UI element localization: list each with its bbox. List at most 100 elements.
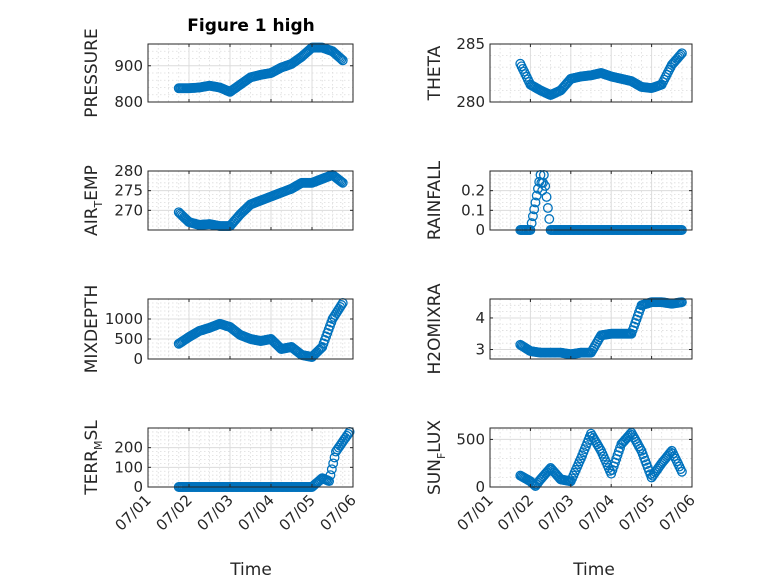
y-axis-label: SUNFLUX [425, 420, 448, 495]
data-point [324, 476, 335, 487]
data-point [328, 458, 339, 469]
data-point [325, 470, 336, 481]
y-tick-label: 285 [456, 35, 485, 53]
y-tick-label: 4 [475, 309, 485, 327]
axes-box [147, 43, 354, 103]
y-tick-label: 100 [114, 458, 143, 476]
y-tick-label: 0 [133, 478, 143, 496]
subplot-6: 3 4 H2OMIXRA [425, 283, 693, 375]
data-point [527, 211, 538, 222]
data-point [538, 177, 548, 188]
data-point [676, 48, 687, 59]
data-point [676, 466, 687, 477]
y-tick-label: 0.1 [461, 201, 485, 219]
y-axis-label-main: AIR [82, 207, 102, 236]
data-point [594, 443, 605, 454]
y-axis-label-main: SUN [425, 459, 445, 495]
y-axis-label: PRESSURE [82, 28, 102, 117]
y-tick-label: 3 [475, 341, 485, 359]
data-point [316, 343, 326, 354]
data-point [526, 218, 537, 229]
data-point [336, 300, 347, 310]
data-point [635, 443, 646, 454]
y-tick-label: 900 [114, 57, 143, 75]
y-axis-label: H2OMIXRA [425, 283, 445, 374]
y-tick-label: 200 [114, 439, 143, 457]
y-tick-label: 270 [114, 201, 143, 219]
y-tick-label: 500 [456, 430, 485, 448]
y-tick-label: 500 [114, 330, 143, 348]
x-tick-label: 07/06 [656, 491, 699, 534]
x-tick-label: 07/04 [235, 491, 278, 534]
x-tick-label: 07/01 [454, 491, 497, 534]
y-tick-label: 800 [114, 93, 143, 111]
data-point [675, 49, 686, 60]
data-point [336, 54, 347, 65]
x-tick-label: 07/01 [112, 491, 155, 534]
x-tick-label: 07/04 [575, 491, 618, 534]
axes-box [147, 298, 354, 360]
y-axis-label-rest: EMP [82, 165, 102, 201]
data-point [542, 203, 553, 213]
y-axis-label-subscript: T [92, 200, 105, 208]
data-point [541, 192, 552, 202]
y-axis-label-main: TERR [82, 450, 102, 496]
x-axis-label-left: Time [229, 560, 272, 580]
x-tick-label: 07/03 [534, 491, 577, 534]
axes-box [147, 427, 354, 488]
y-axis-label: RAINFALL [425, 160, 445, 240]
y-tick-label: 280 [114, 162, 143, 180]
y-axis-label: THETA [425, 45, 445, 101]
data-point [529, 204, 540, 215]
data-point [664, 448, 675, 459]
x-tick-label: 07/06 [317, 491, 360, 534]
data-point [544, 214, 555, 224]
data-point [335, 53, 346, 63]
subplot-4: 0 0.10.2 RAINFALL [425, 160, 693, 240]
y-tick-label: 0.2 [461, 182, 485, 200]
y-axis-label: TERRMSL [82, 420, 105, 496]
data-point [674, 51, 685, 62]
data-point [337, 177, 348, 188]
x-tick-label: 07/05 [276, 491, 319, 534]
y-tick-label: 0 [475, 478, 485, 496]
axes-box [489, 427, 693, 488]
data-point [527, 478, 538, 489]
data-point [337, 55, 348, 66]
y-axis-label-subscript: M [92, 441, 105, 451]
x-tick-label: 07/05 [615, 491, 658, 534]
y-tick-label: 280 [456, 93, 485, 111]
figure-title: Figure 1 high [187, 16, 315, 36]
y-axis-label: AIRTEMP [82, 165, 105, 236]
y-axis-label-subscript: F [435, 453, 448, 459]
x-axis-label-right: Time [572, 560, 615, 580]
x-tick-label: 07/02 [153, 491, 196, 534]
x-tick-label: 07/03 [194, 491, 237, 534]
data-point [530, 197, 541, 208]
y-tick-label: 0 [475, 221, 485, 239]
y-axis-label: MIXDEPTH [82, 285, 102, 374]
axes-box [147, 170, 354, 231]
y-axis-label-rest: SL [82, 420, 102, 441]
subplot-2: 280 285 THETA [425, 35, 693, 111]
y-tick-label: 0 [133, 350, 143, 368]
axes-box [489, 298, 693, 360]
data-point [676, 297, 687, 308]
data-point [531, 190, 542, 201]
data-point [335, 175, 346, 186]
y-tick-label: 1000 [105, 310, 143, 328]
x-tick-label: 07/02 [494, 491, 537, 534]
subplot-1: 800 900 PRESSURE [82, 28, 354, 118]
data-point [326, 464, 337, 475]
axes-box [489, 170, 693, 231]
y-axis-label-rest: LUX [425, 420, 445, 453]
data-point [336, 176, 347, 187]
y-tick-label: 275 [114, 182, 143, 200]
axes-box [489, 43, 693, 103]
